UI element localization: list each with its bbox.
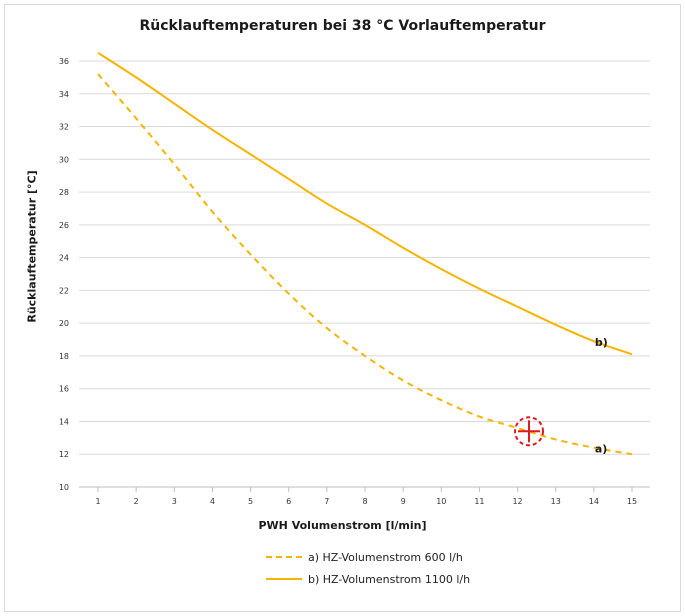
x-tick-label: 13: [551, 497, 561, 506]
x-tick-label: 6: [286, 497, 291, 506]
x-tick-label: 11: [474, 497, 484, 506]
x-axis-label: PWH Volumenstrom [l/min]: [258, 519, 427, 532]
x-tick-label: 8: [362, 497, 367, 506]
y-tick-label: 26: [59, 221, 69, 230]
x-tick-label: 2: [134, 497, 139, 506]
legend-swatch-dashed: [266, 556, 302, 558]
crosshair-ring: [514, 416, 545, 447]
legend-label-b: b) HZ-Volumenstrom 1100 l/h: [308, 572, 471, 586]
y-tick-label: 30: [59, 155, 69, 164]
y-tick-label: 22: [59, 286, 69, 295]
x-tick-label: 14: [589, 497, 599, 506]
series-b-end-label: b): [595, 336, 608, 349]
series-a-end-label: a): [595, 443, 607, 456]
y-tick-label: 16: [59, 385, 69, 394]
x-tick-label: 12: [512, 497, 522, 506]
x-tick-label: 15: [627, 497, 637, 506]
x-tick-label: 4: [210, 497, 215, 506]
legend-item-a: a) HZ-Volumenstrom 600 l/h: [266, 548, 470, 566]
y-tick-label: 32: [59, 123, 69, 132]
x-tick-label: 1: [95, 497, 100, 506]
legend-swatch-solid: [266, 578, 302, 580]
legend: a) HZ-Volumenstrom 600 l/h b) HZ-Volumen…: [266, 548, 470, 592]
y-tick-label: 18: [59, 352, 69, 361]
legend-item-b: b) HZ-Volumenstrom 1100 l/h: [266, 570, 470, 588]
y-tick-label: 14: [59, 417, 69, 426]
y-tick-label: 34: [59, 90, 69, 99]
x-tick-label: 3: [172, 497, 177, 506]
y-tick-label: 36: [59, 57, 69, 66]
series-a-line: [97, 73, 633, 456]
chart-title: Rücklauftemperaturen bei 38 °C Vorlaufte…: [139, 18, 546, 34]
y-tick-label: 24: [59, 254, 69, 263]
x-tick-label: 5: [248, 497, 253, 506]
x-tick-label: 7: [324, 497, 329, 506]
x-tick-label: 10: [436, 497, 446, 506]
y-tick-label: 28: [59, 188, 69, 197]
y-tick-label: 12: [59, 450, 69, 459]
legend-label-a: a) HZ-Volumenstrom 600 l/h: [308, 550, 463, 564]
series-b-line: [97, 51, 633, 356]
chart-frame: [4, 4, 681, 612]
y-tick-label: 10: [59, 483, 69, 492]
x-tick-label: 9: [401, 497, 406, 506]
y-tick-label: 20: [59, 319, 69, 328]
